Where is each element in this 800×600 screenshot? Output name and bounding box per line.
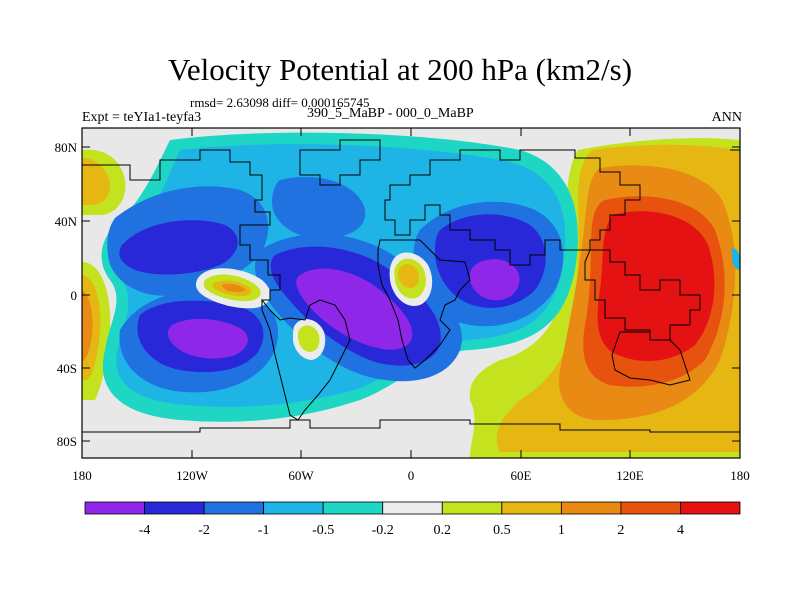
colorbar-swatch — [84, 501, 145, 515]
colorbar-swatch — [203, 501, 265, 515]
colorbar-swatch — [620, 501, 681, 515]
rmsd-diff-stats: rmsd= 2.63098 diff= 0.000165745 — [190, 95, 370, 110]
contour-4 — [597, 211, 715, 362]
east-edge-negative — [731, 248, 740, 270]
axis-ticks — [81, 128, 741, 458]
colorbar-labels: -4 -2 -1 -0.5 -0.2 0.2 0.5 1 2 4 — [139, 523, 684, 538]
contour-field — [82, 128, 740, 458]
africa-coast — [377, 239, 471, 369]
colorbar-label: 2 — [617, 523, 624, 538]
coastlines — [82, 139, 740, 433]
colorbar-swatch — [144, 501, 205, 515]
lon-label-180w: 180 — [72, 468, 92, 483]
greenland-coast — [299, 139, 381, 186]
season-label: ANN — [711, 110, 742, 125]
contour-neg-4-c — [469, 259, 520, 301]
colorbar-swatch — [322, 501, 384, 515]
south-america-coast — [261, 298, 351, 421]
colorbar-swatch — [680, 501, 741, 515]
lat-label-0: 0 — [71, 288, 78, 303]
contour-neg-4-a — [167, 318, 248, 359]
lat-label-80s: 80S — [57, 434, 77, 449]
colorbar-label: 0.5 — [493, 523, 511, 538]
colorbar — [84, 501, 741, 515]
lon-label-60w: 60W — [288, 468, 314, 483]
positive-anomaly-region — [469, 138, 740, 458]
contour-neg-2-a — [119, 220, 238, 275]
contour-neg-1-e — [272, 176, 366, 239]
map-title: Velocity Potential at 200 hPa (km2/s) — [167, 52, 633, 87]
maritime-asia-coast — [584, 249, 701, 341]
lon-label-60e: 60E — [511, 468, 532, 483]
lat-label-80n: 80N — [55, 140, 78, 155]
colorbar-label: 1 — [558, 523, 565, 538]
colorbar-label: 0.2 — [434, 523, 452, 538]
north-america-coast — [82, 149, 281, 301]
colorbar-label: -4 — [139, 523, 151, 538]
west-edge-positive — [82, 149, 126, 400]
colorbar-label: -2 — [198, 523, 210, 538]
colorbar-swatch — [560, 501, 622, 515]
lat-label-40n: 40N — [55, 214, 78, 229]
lon-label-180e: 180 — [730, 468, 750, 483]
australia-coast — [611, 331, 691, 386]
antarctica-coast — [82, 419, 740, 433]
colorbar-swatch — [382, 501, 443, 515]
lat-label-40s: 40S — [57, 361, 77, 376]
experiment-label: Expt = teYIa1-teyfa3 — [82, 110, 202, 125]
period-label: 390_5_MaBP - 000_0_MaBP — [307, 106, 474, 121]
colorbar-label: -1 — [258, 523, 270, 538]
contour-neg-4-b — [296, 268, 413, 350]
colorbar-label: -0.5 — [312, 523, 334, 538]
colorbar-swatch — [501, 501, 562, 515]
colorbar-swatch — [263, 501, 324, 515]
lon-label-0: 0 — [408, 468, 415, 483]
lon-label-120w: 120W — [176, 468, 209, 483]
colorbar-label: -0.2 — [372, 523, 394, 538]
negative-anomaly-region — [101, 132, 578, 422]
colorbar-swatch — [441, 501, 503, 515]
lon-label-120e: 120E — [616, 468, 644, 483]
colorbar-label: 4 — [677, 523, 684, 538]
small-positive-islands — [195, 252, 433, 360]
